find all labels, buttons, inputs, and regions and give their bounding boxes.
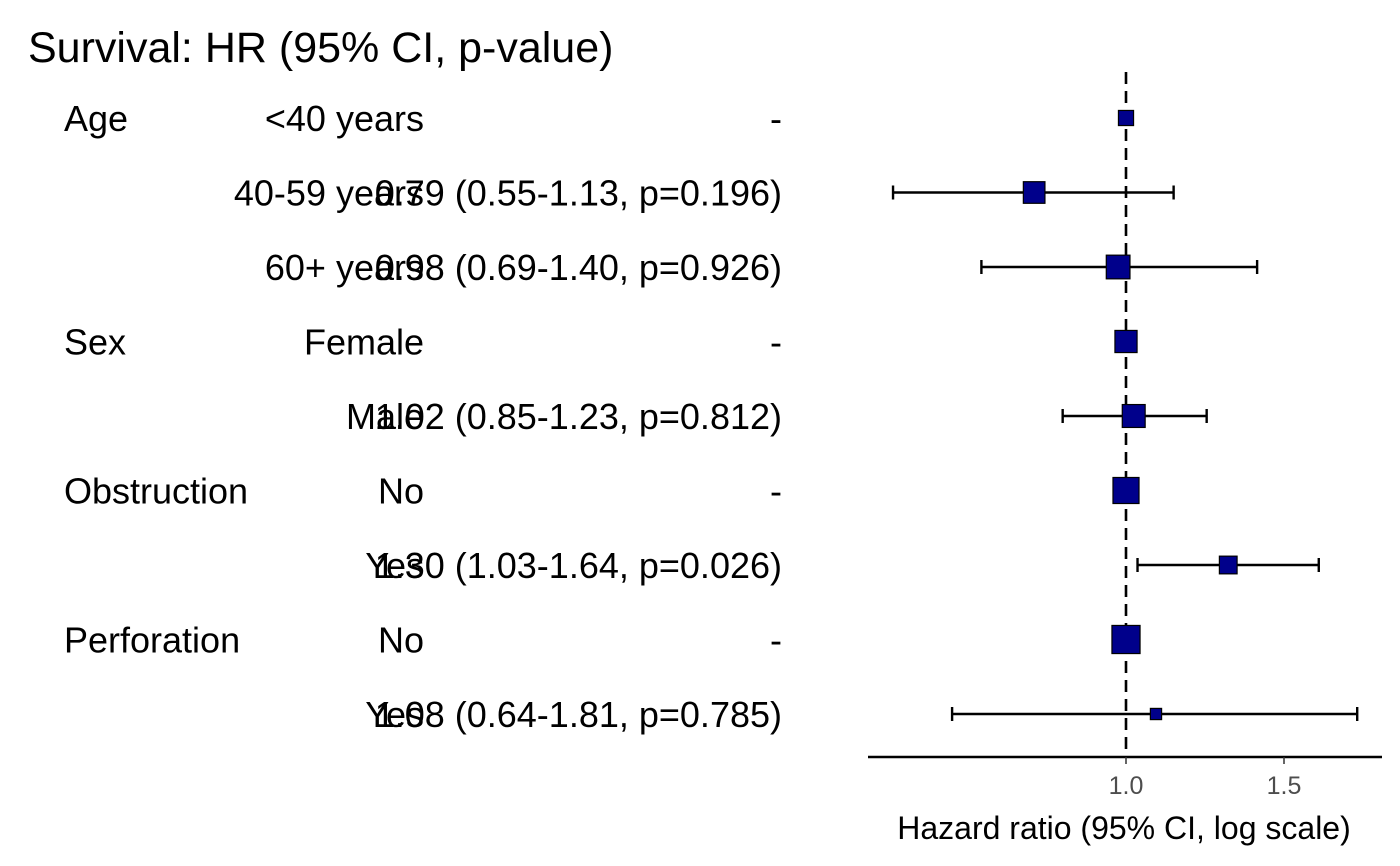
hr-point (1218, 555, 1238, 575)
hr-point (1117, 109, 1135, 127)
row-variable-label: Age (64, 98, 128, 139)
row-level-label: Female (304, 322, 424, 363)
chart-title: Survival: HR (95% CI, p-value) (28, 24, 613, 72)
hr-point (1114, 329, 1138, 354)
row-hr-text: 1.02 (0.85-1.23, p=0.812) (375, 396, 782, 437)
row-hr-text: 1.30 (1.03-1.64, p=0.026) (375, 545, 782, 586)
row-hr-text: - (770, 98, 782, 139)
hr-point (1105, 254, 1131, 280)
row-level-label: Yes (365, 545, 424, 586)
row-level-label: 40-59 years (234, 173, 424, 214)
row-level-label: <40 years (265, 98, 424, 139)
row-hr-text: 0.98 (0.69-1.40, p=0.926) (375, 247, 782, 288)
row-level-label: Yes (365, 694, 424, 735)
row-level-label: 60+ years (265, 247, 424, 288)
row-level-label: No (378, 471, 424, 512)
plot-area: 1.0 1.5 (868, 72, 1382, 800)
x-tick-label: 1.5 (1267, 772, 1302, 800)
row-variable-label: Sex (64, 322, 126, 363)
row-level-label: Male (346, 396, 424, 437)
hr-point (1022, 181, 1046, 204)
row-level-label: No (378, 620, 424, 661)
row-variable-label: Perforation (64, 620, 240, 661)
hr-point (1149, 707, 1163, 721)
x-tick-label: 1.0 (1109, 772, 1144, 800)
hr-point (1112, 476, 1140, 505)
hr-point (1111, 624, 1141, 655)
row-hr-text: - (770, 620, 782, 661)
row-variable-label: Obstruction (64, 471, 248, 512)
hr-point (1121, 403, 1146, 429)
x-axis-label: Hazard ratio (95% CI, log scale) (897, 810, 1351, 846)
row-hr-text: - (770, 471, 782, 512)
row-hr-text: 1.08 (0.64-1.81, p=0.785) (375, 694, 782, 735)
row-hr-text: - (770, 322, 782, 363)
row-hr-text: 0.79 (0.55-1.13, p=0.196) (375, 173, 782, 214)
